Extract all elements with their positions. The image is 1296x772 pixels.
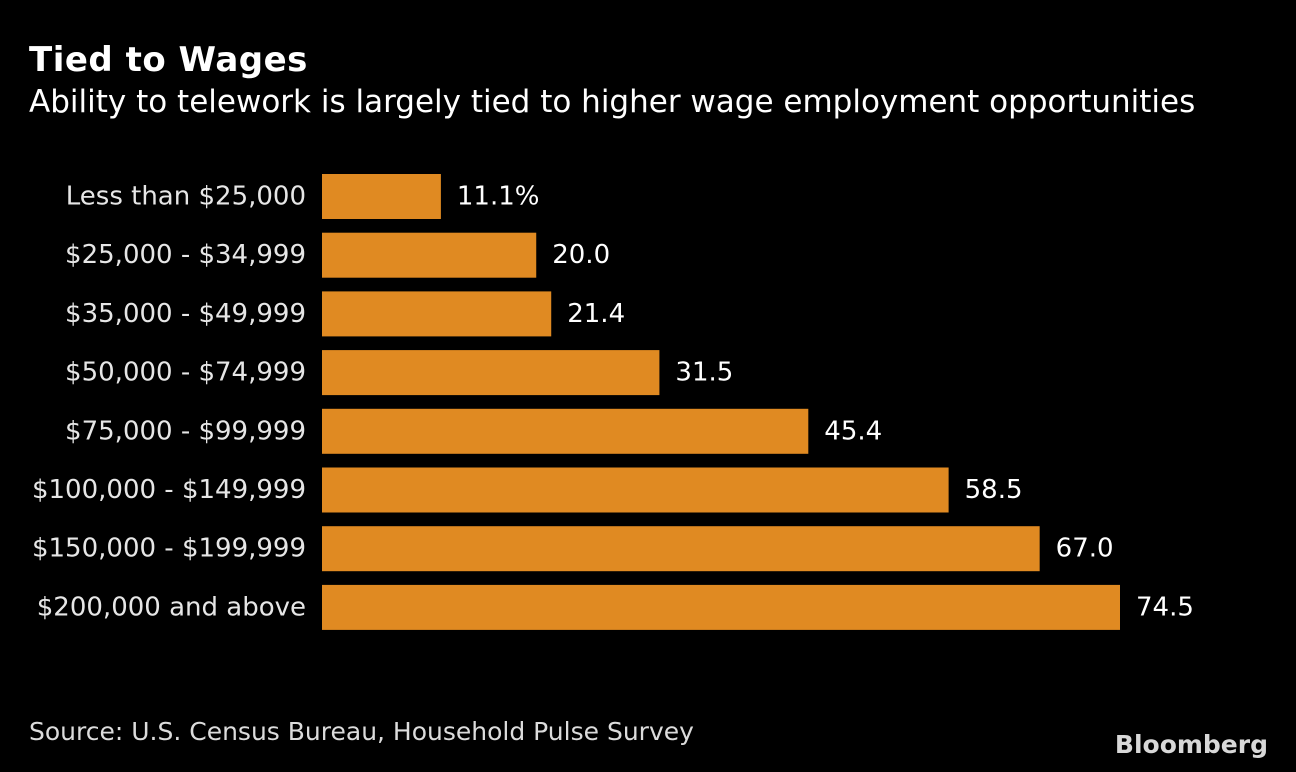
bar-5 bbox=[322, 467, 949, 513]
bar-2 bbox=[322, 291, 552, 337]
value-label-3: 31.5 bbox=[675, 358, 733, 388]
category-label-1: $25,000 - $34,999 bbox=[65, 240, 306, 270]
category-label-3: $50,000 - $74,999 bbox=[65, 358, 306, 388]
category-label-0: Less than $25,000 bbox=[66, 182, 306, 212]
value-label-1: 20.0 bbox=[552, 240, 610, 270]
category-label-4: $75,000 - $99,999 bbox=[65, 416, 306, 446]
value-label-0: 11.1% bbox=[457, 182, 540, 212]
value-label-5: 58.5 bbox=[965, 475, 1023, 505]
category-label-7: $200,000 and above bbox=[37, 592, 306, 622]
value-label-7: 74.5 bbox=[1136, 592, 1194, 622]
chart-title: Tied to Wages bbox=[29, 40, 308, 80]
bar-6 bbox=[322, 526, 1040, 572]
source-note: Source: U.S. Census Bureau, Household Pu… bbox=[29, 717, 694, 746]
bloomberg-logo: Bloomberg bbox=[1114, 730, 1268, 759]
category-label-6: $150,000 - $199,999 bbox=[32, 534, 306, 564]
value-label-2: 21.4 bbox=[567, 299, 625, 329]
chart-subtitle: Ability to telework is largely tied to h… bbox=[29, 84, 1196, 120]
category-label-2: $35,000 - $49,999 bbox=[65, 299, 306, 329]
value-label-4: 45.4 bbox=[824, 416, 882, 446]
category-label-5: $100,000 - $149,999 bbox=[32, 475, 306, 505]
bar-7 bbox=[322, 584, 1120, 630]
bar-0 bbox=[322, 174, 441, 219]
bar-3 bbox=[322, 350, 660, 396]
bar-4 bbox=[322, 408, 809, 454]
bar-1 bbox=[322, 232, 537, 278]
value-label-6: 67.0 bbox=[1056, 534, 1114, 564]
